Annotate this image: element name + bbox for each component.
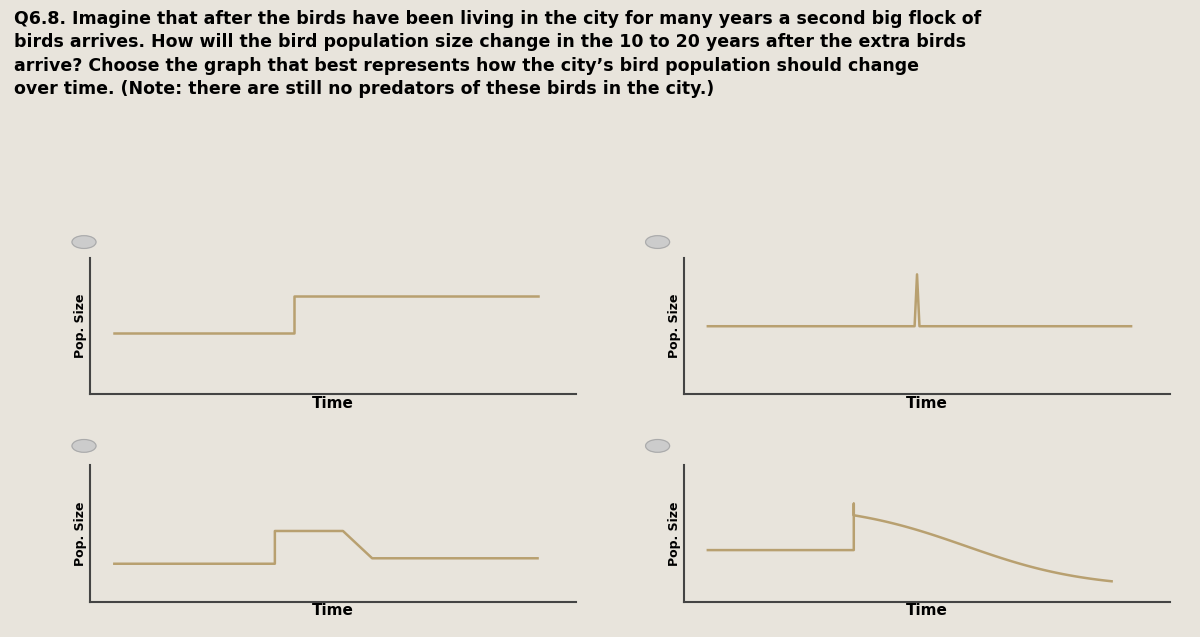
- X-axis label: Time: Time: [906, 396, 948, 411]
- Text: Q6.8. Imagine that after the birds have been living in the city for many years a: Q6.8. Imagine that after the birds have …: [14, 10, 982, 98]
- Y-axis label: Pop. Size: Pop. Size: [667, 501, 680, 566]
- Y-axis label: Pop. Size: Pop. Size: [74, 294, 88, 359]
- Y-axis label: Pop. Size: Pop. Size: [667, 294, 680, 359]
- X-axis label: Time: Time: [906, 603, 948, 619]
- X-axis label: Time: Time: [312, 603, 354, 619]
- Y-axis label: Pop. Size: Pop. Size: [74, 501, 88, 566]
- X-axis label: Time: Time: [312, 396, 354, 411]
